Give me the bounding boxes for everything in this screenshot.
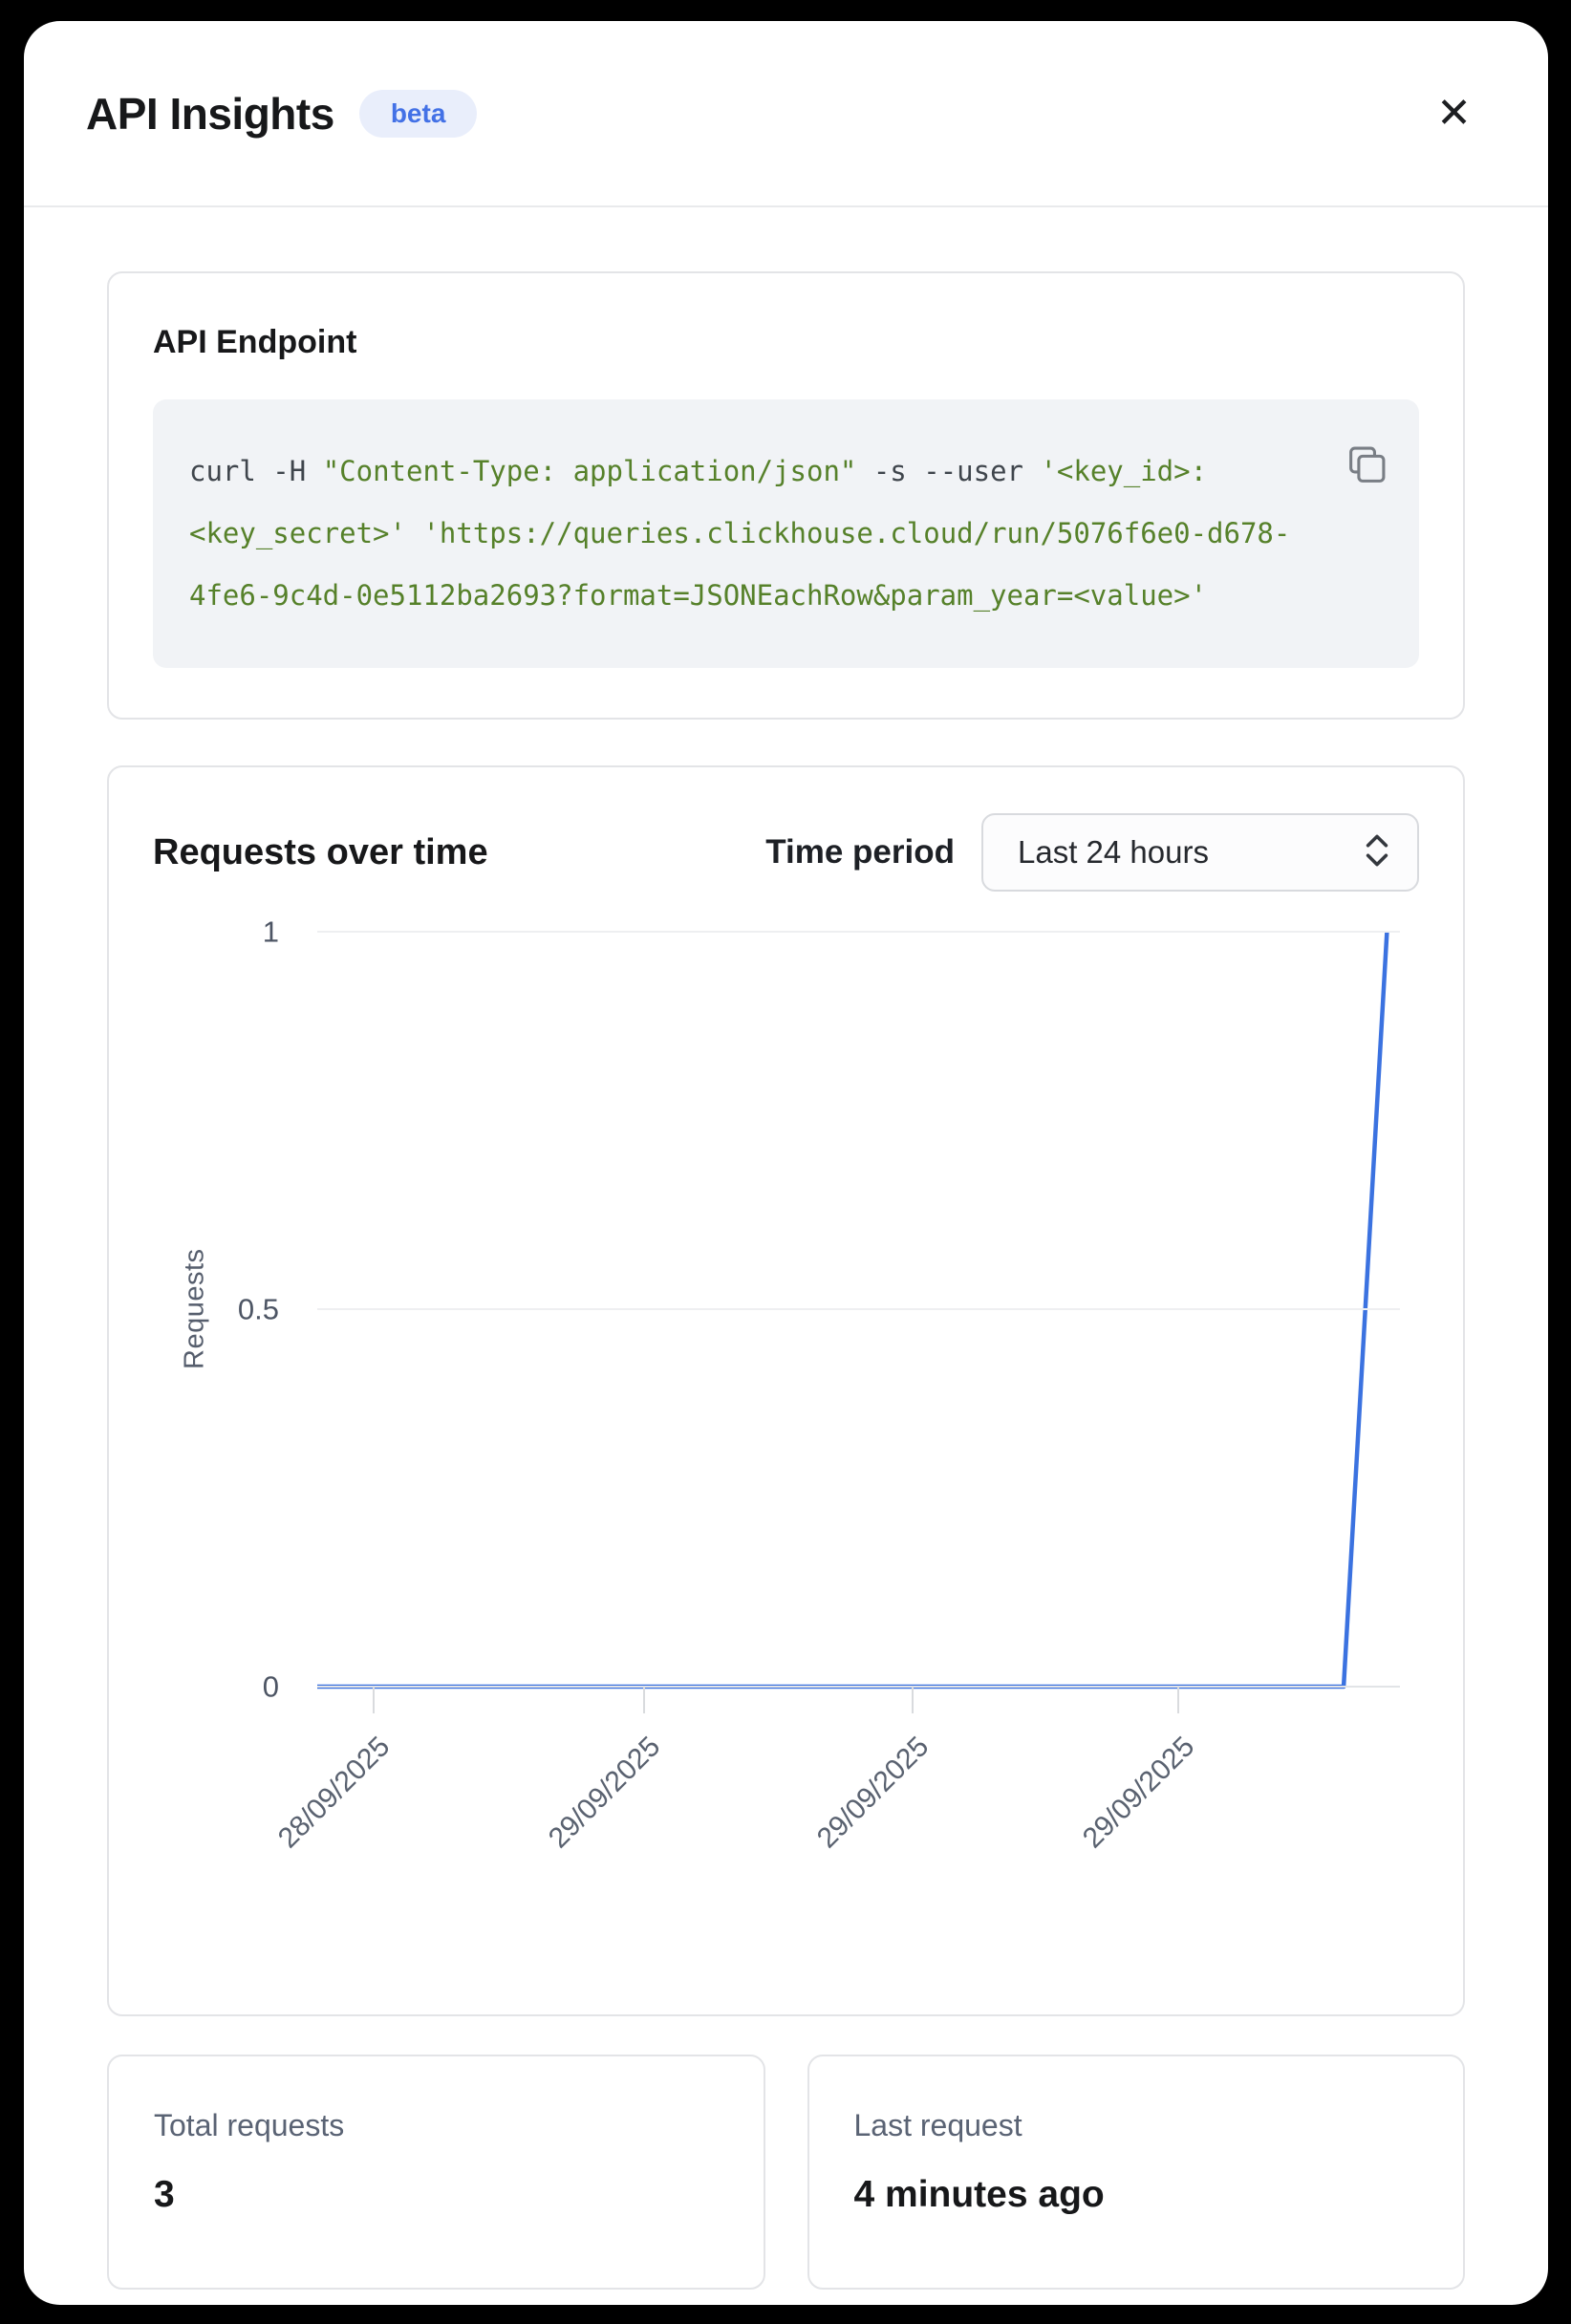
requests-over-time-card: Requests over time Time period Last 24 h… <box>107 765 1465 2016</box>
chevron-up-down-icon <box>1362 828 1392 877</box>
x-axis-ticks: 28/09/2025 29/09/2025 29/09/2025 29/09/2025 <box>272 1687 1400 1969</box>
total-requests-value: 3 <box>154 2174 175 2215</box>
chart-header: Requests over time Time period Last 24 h… <box>153 813 1419 892</box>
api-endpoint-title: API Endpoint <box>153 324 357 360</box>
last-request-value: 4 minutes ago <box>853 2174 1105 2215</box>
chart-title: Requests over time <box>153 831 488 872</box>
copy-button[interactable] <box>1341 441 1390 491</box>
plot-area <box>317 931 1400 1687</box>
api-insights-modal: API Insights beta ✕ API Endpoint curl -H… <box>24 21 1548 2305</box>
header-divider <box>24 205 1548 207</box>
api-endpoint-card: API Endpoint curl -H "Content-Type: appl… <box>107 271 1465 720</box>
requests-chart: Requests 0 0.5 1 28/09/2025 29/09/2025 29/09… <box>153 915 1419 1969</box>
modal-header: API Insights beta ✕ <box>24 21 1548 205</box>
copy-icon <box>1341 446 1390 494</box>
total-requests-label: Total requests <box>154 2108 345 2142</box>
curl-command-block: curl -H "Content-Type: application/json"… <box>153 399 1419 668</box>
stats-row: Total requests 3 Last request 4 minutes … <box>107 2055 1465 2290</box>
curl-command-text: curl -H "Content-Type: application/json"… <box>189 455 1291 612</box>
time-period-select[interactable]: Last 24 hours <box>981 813 1419 892</box>
y-axis-ticks: 0 0.5 1 <box>237 915 279 1704</box>
total-requests-card: Total requests 3 <box>107 2055 765 2290</box>
close-icon: ✕ <box>1436 89 1472 137</box>
close-button[interactable]: ✕ <box>1429 85 1479 142</box>
beta-badge: beta <box>358 89 478 138</box>
last-request-label: Last request <box>853 2108 1022 2142</box>
time-period-label: Time period <box>765 833 955 871</box>
last-request-card: Last request 4 minutes ago <box>807 2055 1465 2290</box>
page-title: API Insights <box>86 88 334 139</box>
modal-body: API Endpoint curl -H "Content-Type: appl… <box>24 271 1548 2290</box>
time-period-value: Last 24 hours <box>1018 834 1209 870</box>
